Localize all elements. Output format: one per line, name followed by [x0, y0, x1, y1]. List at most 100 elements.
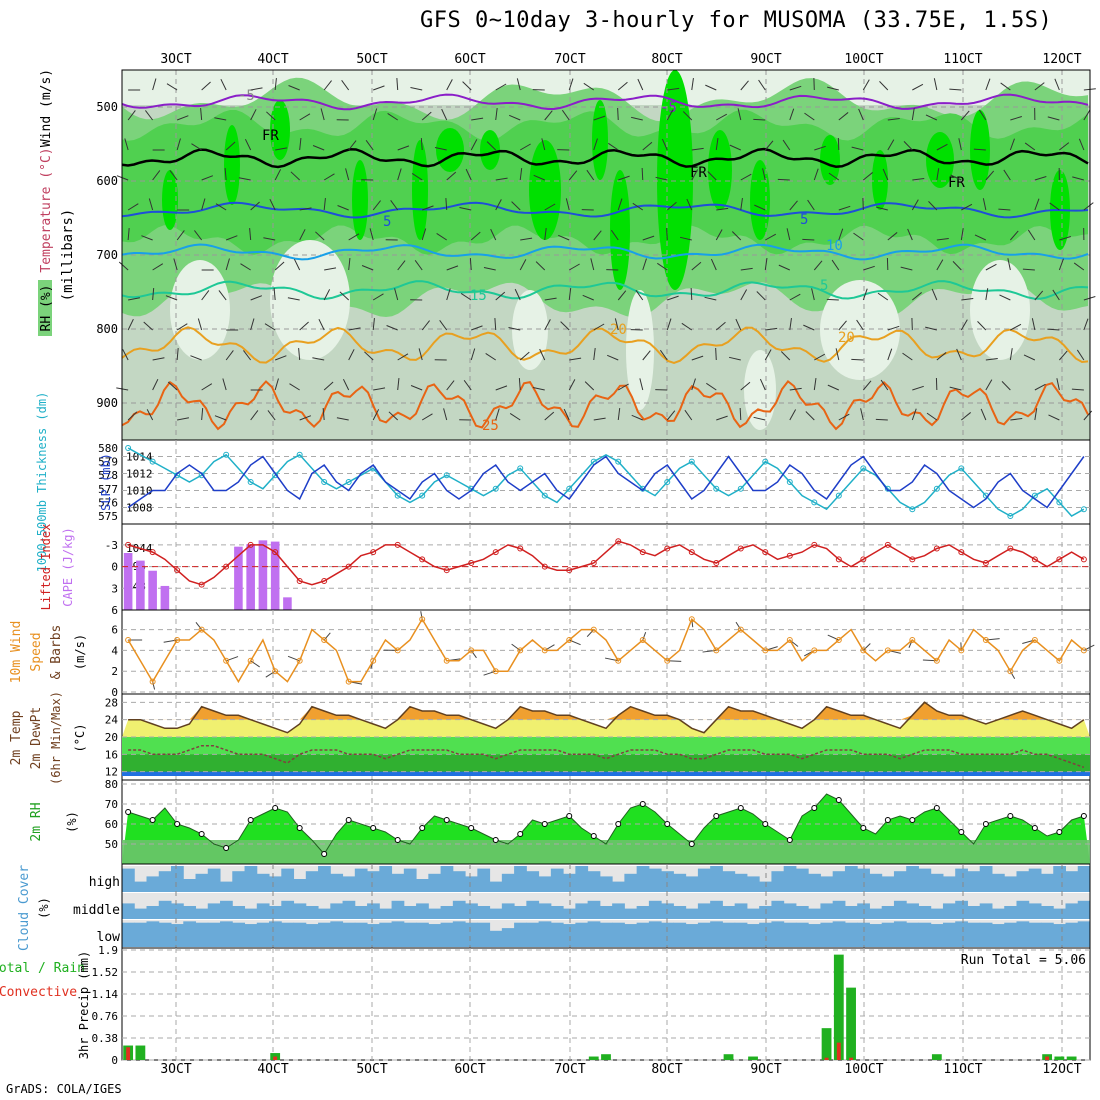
- wind-barb: [322, 408, 325, 421]
- cloud-panel: high middle low Cloud Cover (%): [17, 863, 1091, 951]
- wind-barb: [862, 288, 868, 301]
- wind-barb: [176, 348, 179, 361]
- wind10-barb: [250, 660, 260, 668]
- wind10-barb: [735, 621, 742, 630]
- cloud-bar-low: [330, 921, 344, 947]
- wind-barb: [777, 178, 790, 181]
- top-date-label: 10OCT: [844, 52, 883, 67]
- cloud-bar-middle: [1040, 906, 1054, 919]
- thickness-line-point: [419, 492, 426, 499]
- precip-tick-label: 1.52: [92, 966, 119, 979]
- wind-barb: [421, 228, 427, 241]
- cape-bar: [136, 560, 145, 610]
- wind-barb: [960, 110, 970, 121]
- wind-barb: [287, 297, 300, 301]
- wind-barb: [323, 381, 334, 391]
- wind-barb: [887, 232, 898, 241]
- cloud-bar-high: [281, 868, 295, 892]
- cloud-bar-middle: [734, 903, 748, 919]
- top-date-label: 12OCT: [1042, 52, 1081, 67]
- contour-freezing: [121, 147, 1089, 169]
- wind-barb: [250, 295, 263, 301]
- wind-barb: [299, 229, 306, 241]
- contour-label: -5: [660, 100, 677, 116]
- lifted-index-line-point: [492, 549, 499, 556]
- wind-barb: [753, 416, 766, 421]
- cloud-bar-high: [673, 873, 687, 892]
- rh2m-point: [811, 805, 818, 811]
- wind-barb: [715, 321, 726, 331]
- cloud-bar-middle: [391, 900, 405, 919]
- wind-barb: [1076, 349, 1085, 361]
- cape-bar: [160, 585, 170, 610]
- wind-barb: [666, 227, 668, 241]
- rh2m-point: [370, 825, 377, 831]
- top-date-label: 6OCT: [454, 52, 485, 67]
- bottom-date-label: 7OCT: [554, 1062, 585, 1075]
- wind-barb: [756, 291, 766, 301]
- wind-tick-label: 2: [111, 665, 118, 678]
- wind10-speed-line-point: [345, 678, 352, 685]
- slp-legend-label: SLP (mb): [99, 453, 113, 511]
- wind10-speed-line: [127, 617, 1085, 684]
- wind-barb: [312, 145, 325, 151]
- cloud-bar-middle: [771, 900, 785, 919]
- wind-barb: [386, 325, 398, 331]
- wind-barb: [715, 229, 723, 241]
- cloud-bar-middle: [305, 906, 319, 919]
- wind10-barb: [1009, 670, 1016, 680]
- cloud-unit: (%): [37, 897, 51, 919]
- wind-barb: [127, 411, 138, 421]
- wind-barb: [642, 350, 651, 361]
- wind-barb: [666, 410, 676, 421]
- contour-label: 5: [383, 214, 391, 230]
- cloud-bar-middle: [122, 903, 135, 919]
- wind-barb: [762, 168, 766, 181]
- cloud-bar-high: [661, 871, 674, 892]
- cloud-bar-low: [930, 924, 944, 947]
- cloud-bar-middle: [1016, 900, 1030, 919]
- contour-label: 5: [820, 278, 828, 294]
- wind-barb: [863, 265, 875, 271]
- cloud-bar-low: [869, 924, 883, 947]
- wind-barb: [614, 318, 619, 331]
- wind-barb: [789, 200, 798, 211]
- wind10-speed-line-point: [492, 668, 499, 675]
- rh-legend-swatch: [38, 280, 52, 336]
- wind-barb: [706, 382, 717, 391]
- cloud-bar-middle: [330, 903, 344, 919]
- wind10-barb: [152, 681, 156, 690]
- wind-barb: [128, 297, 141, 301]
- cloud-bar-low: [305, 924, 319, 947]
- wind-barb: [1010, 418, 1023, 421]
- wind-barb: [348, 327, 361, 331]
- precip-total-bar: [833, 954, 844, 1060]
- cloud-bar-middle: [354, 906, 368, 919]
- cloud-bar-middle: [808, 908, 821, 919]
- thickness-line-point: [296, 451, 303, 458]
- wind-barb: [610, 229, 619, 241]
- wind-barb: [544, 319, 551, 331]
- wind10-speed-line-point: [296, 657, 303, 664]
- wind-barb: [127, 110, 136, 121]
- lifted-index-line-point: [639, 549, 646, 556]
- rh2m-point: [296, 825, 303, 831]
- rh2m-unit: (%): [65, 811, 79, 833]
- contour-label: 10: [826, 238, 843, 254]
- wind-barb: [936, 168, 940, 181]
- slp-tick-label: 1010: [126, 485, 153, 498]
- cloud-bar-low: [1053, 924, 1066, 947]
- wind-barb: [958, 138, 962, 151]
- cloud-bar-high: [379, 866, 393, 892]
- wind-barb: [544, 110, 553, 121]
- contour-5: [121, 201, 1089, 219]
- wind-barb: [1058, 350, 1068, 361]
- pressure-tick-label: 800: [96, 322, 118, 336]
- cloud-bar-middle: [550, 906, 564, 919]
- temp-area-yellow: [122, 702, 1090, 737]
- wind10-barb: [511, 643, 521, 651]
- cloud-bar-low: [318, 922, 331, 947]
- wind-barb: [879, 81, 889, 91]
- wind-barb: [998, 208, 1011, 211]
- wind-barb: [1058, 258, 1064, 271]
